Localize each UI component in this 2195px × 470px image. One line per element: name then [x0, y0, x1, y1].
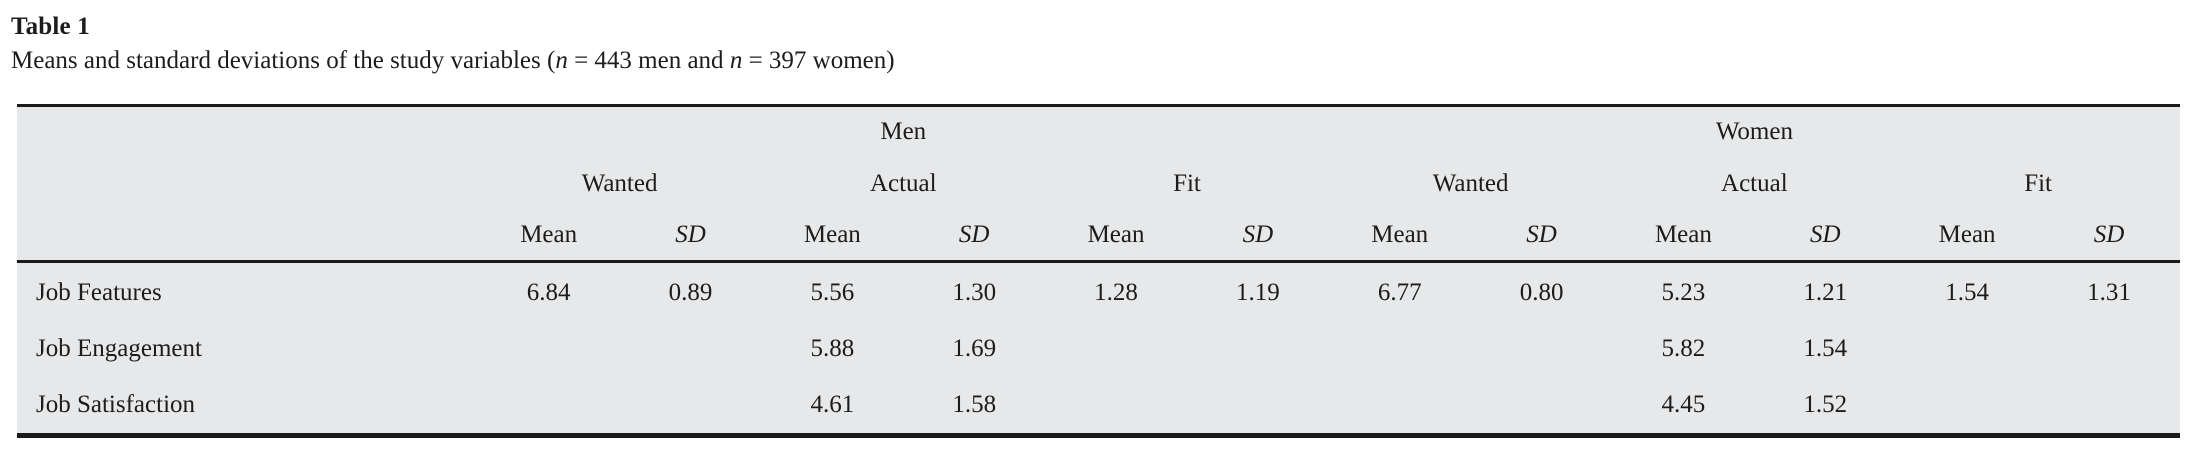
group-header-women: Women: [1715, 118, 1793, 146]
subgroup-header-women-wanted: Wanted: [1432, 169, 1509, 197]
group-header-men: Men: [880, 118, 927, 146]
cell-value: 1.54: [1945, 279, 1989, 307]
corner-cell: [17, 158, 478, 210]
cell-value: 1.52: [1803, 391, 1848, 419]
subgroup-row: Wanted Actual Fit Wanted Actual Fit: [17, 158, 2180, 210]
cell-value: 0.89: [668, 279, 713, 307]
table-row-job-satisfaction: Job Satisfaction 4.61 1.58 4.45 1.52: [17, 378, 2180, 436]
cell-value: 4.45: [1661, 391, 1706, 419]
stat-header-sd: SD: [1242, 220, 1274, 248]
gender-group-row: Men Women: [17, 106, 2180, 158]
cell-value: [2038, 320, 2180, 378]
cell-value: [1045, 320, 1187, 378]
subgroup-header-women-fit: Fit: [2024, 169, 2052, 197]
cell-value: 4.61: [810, 391, 855, 419]
stat-header-mean: Mean: [1654, 220, 1712, 248]
cell-value: 1.54: [1803, 334, 1848, 362]
stat-label-row: Mean SD Mean SD Mean SD Mean SD Mean SD …: [17, 210, 2180, 262]
cell-value: 1.69: [952, 334, 997, 362]
stat-header-sd: SD: [675, 220, 706, 248]
cell-value: 1.58: [952, 391, 997, 419]
cell-value: [478, 320, 620, 378]
stat-header-sd: SD: [1526, 220, 1557, 248]
row-label: Job Satisfaction: [36, 391, 196, 419]
table-row-job-engagement: Job Engagement 5.88 1.69 5.82 1.54: [17, 320, 2180, 378]
subgroup-header-men-fit: Fit: [1173, 169, 1201, 197]
caption-segment: = 443 men and: [567, 47, 730, 74]
row-label: Job Features: [36, 279, 162, 307]
cell-value: [620, 378, 762, 436]
subgroup-header-men-actual: Actual: [869, 169, 937, 197]
cell-value: [1471, 378, 1613, 436]
corner-cell: [17, 210, 478, 262]
cell-value: 5.82: [1661, 334, 1706, 362]
table-number-label: Table 1: [11, 13, 90, 40]
cell-value: 1.30: [952, 279, 997, 307]
stat-header-sd: SD: [1809, 220, 1841, 248]
table-header: Men Women Wanted Actual Fit Wanted Actua…: [17, 106, 2180, 262]
cell-value: [1896, 378, 2038, 436]
cell-value: 0.80: [1519, 279, 1564, 307]
cell-value: 1.28: [1094, 279, 1138, 307]
stat-header-mean: Mean: [1371, 220, 1429, 248]
cell-value: [478, 378, 620, 436]
stat-header-sd: SD: [958, 220, 990, 248]
stat-header-mean: Mean: [803, 220, 861, 248]
caption-segment: = 397 women): [742, 47, 895, 74]
cell-value: 6.84: [526, 279, 571, 307]
caption-n-symbol: n: [555, 47, 568, 74]
cell-value: 1.31: [2087, 279, 2131, 307]
stat-header-mean: Mean: [520, 220, 578, 248]
subgroup-header-women-actual: Actual: [1721, 169, 1788, 197]
stat-header-mean: Mean: [1087, 220, 1145, 248]
cell-value: [2038, 378, 2180, 436]
cell-value: [1045, 378, 1187, 436]
row-label: Job Engagement: [36, 334, 202, 362]
caption-segment: Means and standard deviations of the stu…: [11, 47, 556, 74]
cell-value: 5.88: [810, 334, 855, 362]
cell-value: 1.21: [1803, 279, 1848, 307]
cell-value: [620, 320, 762, 378]
cell-value: [1329, 320, 1471, 378]
cell-value: [1187, 378, 1329, 436]
table-body: Job Features 6.84 0.89 5.56 1.30 1.28 1.…: [17, 262, 2180, 436]
corner-cell: [17, 106, 478, 158]
subgroup-header-men-wanted: Wanted: [581, 169, 658, 197]
paper-table-figure: Table 1 Means and standard deviations of…: [0, 10, 2195, 438]
cell-value: 1.19: [1236, 279, 1280, 307]
cell-value: [1329, 378, 1471, 436]
stat-header-sd: SD: [2093, 220, 2125, 248]
cell-value: 5.56: [810, 279, 855, 307]
stat-header-mean: Mean: [1938, 220, 1996, 248]
cell-value: 5.23: [1661, 279, 1706, 307]
cell-value: [1471, 320, 1613, 378]
table-caption-block: Table 1 Means and standard deviations of…: [0, 10, 2195, 78]
table-caption: Means and standard deviations of the stu…: [11, 43, 2175, 78]
cell-value: [1896, 320, 2038, 378]
means-sd-table: Men Women Wanted Actual Fit Wanted Actua…: [17, 104, 2180, 438]
table-row-job-features: Job Features 6.84 0.89 5.56 1.30 1.28 1.…: [17, 262, 2180, 320]
caption-n-symbol: n: [729, 47, 743, 74]
cell-value: 6.77: [1377, 279, 1422, 307]
cell-value: [1187, 320, 1329, 378]
